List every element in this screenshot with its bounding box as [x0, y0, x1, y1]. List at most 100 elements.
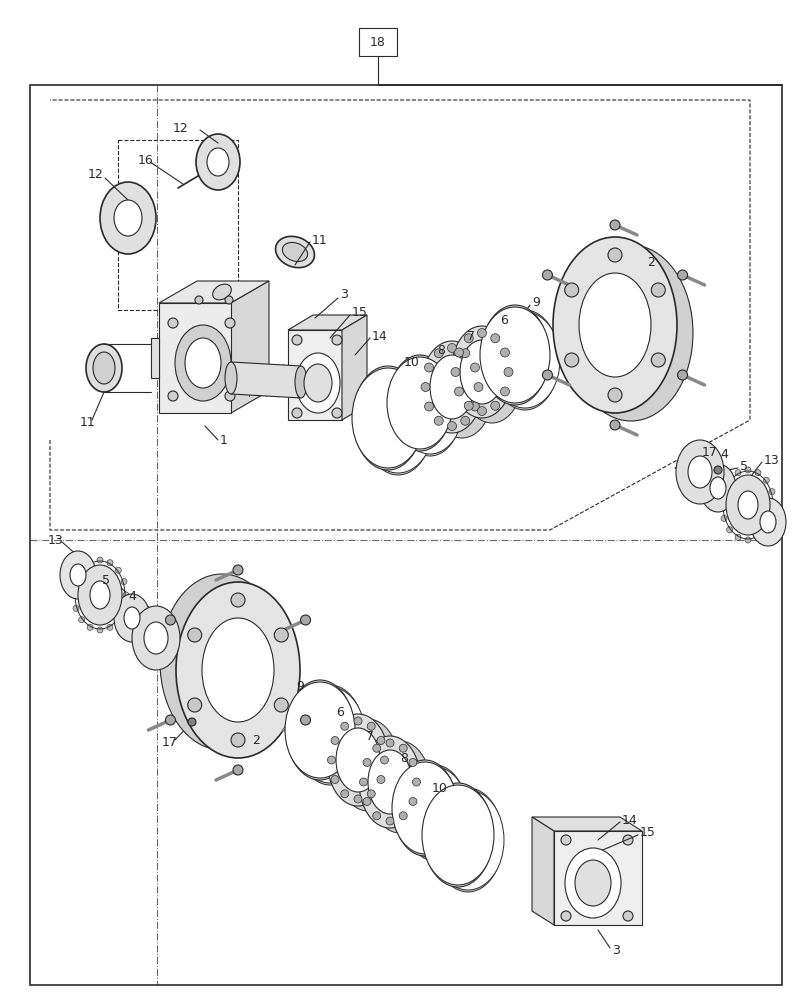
Ellipse shape: [387, 357, 453, 449]
Circle shape: [424, 363, 433, 372]
Ellipse shape: [393, 760, 457, 856]
Circle shape: [225, 296, 233, 304]
Ellipse shape: [70, 564, 86, 586]
Ellipse shape: [397, 362, 462, 454]
Text: 14: 14: [621, 814, 637, 826]
Ellipse shape: [749, 498, 785, 546]
Circle shape: [332, 335, 341, 345]
Circle shape: [500, 387, 508, 396]
Text: 3: 3: [611, 944, 619, 956]
Circle shape: [768, 489, 774, 495]
Circle shape: [477, 406, 486, 416]
Ellipse shape: [175, 325, 230, 401]
Circle shape: [424, 402, 433, 411]
Circle shape: [332, 408, 341, 418]
Circle shape: [542, 370, 551, 380]
Ellipse shape: [303, 364, 332, 402]
Circle shape: [762, 527, 769, 533]
Ellipse shape: [699, 464, 735, 512]
Circle shape: [121, 605, 127, 611]
Polygon shape: [288, 315, 367, 330]
Text: 16: 16: [138, 153, 153, 166]
Text: 10: 10: [431, 782, 448, 794]
Ellipse shape: [207, 148, 229, 176]
Circle shape: [225, 391, 234, 401]
Circle shape: [115, 617, 121, 623]
Circle shape: [376, 736, 384, 744]
Ellipse shape: [737, 491, 757, 519]
Ellipse shape: [353, 366, 423, 470]
Circle shape: [97, 557, 103, 563]
Ellipse shape: [461, 331, 522, 423]
Ellipse shape: [294, 366, 307, 398]
Ellipse shape: [132, 606, 180, 670]
Ellipse shape: [144, 622, 168, 654]
Circle shape: [376, 776, 384, 784]
Circle shape: [726, 477, 732, 483]
Circle shape: [367, 722, 375, 730]
Ellipse shape: [124, 607, 139, 629]
Ellipse shape: [687, 456, 711, 488]
Circle shape: [87, 624, 93, 630]
Ellipse shape: [212, 284, 231, 300]
Ellipse shape: [351, 368, 423, 468]
Ellipse shape: [296, 353, 340, 413]
Ellipse shape: [759, 511, 775, 533]
Ellipse shape: [574, 860, 610, 906]
Circle shape: [359, 778, 367, 786]
Circle shape: [97, 627, 103, 633]
Ellipse shape: [422, 785, 493, 885]
Circle shape: [490, 401, 499, 410]
Ellipse shape: [114, 200, 142, 236]
Circle shape: [504, 367, 513, 376]
Polygon shape: [159, 281, 268, 303]
Ellipse shape: [491, 310, 558, 410]
Circle shape: [609, 420, 620, 430]
Circle shape: [564, 283, 578, 297]
Circle shape: [477, 328, 486, 338]
Ellipse shape: [479, 307, 549, 403]
Polygon shape: [230, 281, 268, 413]
Text: 8: 8: [400, 752, 407, 764]
Ellipse shape: [60, 551, 96, 599]
Ellipse shape: [480, 305, 548, 405]
Circle shape: [650, 283, 664, 297]
Ellipse shape: [397, 360, 461, 456]
Bar: [118, 140, 238, 310]
Circle shape: [564, 353, 578, 367]
Polygon shape: [288, 330, 341, 420]
Text: 9: 9: [296, 680, 303, 692]
Ellipse shape: [725, 475, 769, 535]
Circle shape: [107, 560, 113, 566]
Text: 11: 11: [311, 233, 328, 246]
Circle shape: [447, 422, 456, 430]
Circle shape: [713, 466, 721, 474]
Circle shape: [73, 579, 79, 585]
Text: 17: 17: [162, 736, 178, 748]
Circle shape: [168, 318, 178, 328]
Polygon shape: [531, 817, 553, 925]
Ellipse shape: [363, 371, 432, 475]
Circle shape: [372, 744, 380, 752]
Circle shape: [399, 812, 407, 820]
Ellipse shape: [296, 685, 363, 785]
Text: 12: 12: [88, 168, 104, 182]
Ellipse shape: [285, 680, 354, 780]
Bar: [358, 28, 397, 56]
Ellipse shape: [114, 594, 150, 642]
Ellipse shape: [460, 340, 504, 404]
Text: 7: 7: [466, 330, 474, 342]
Polygon shape: [230, 362, 301, 398]
Ellipse shape: [100, 182, 156, 254]
Circle shape: [385, 817, 393, 825]
Circle shape: [300, 615, 310, 625]
Ellipse shape: [676, 440, 723, 504]
Ellipse shape: [388, 355, 452, 451]
Circle shape: [292, 335, 302, 345]
Circle shape: [726, 527, 732, 533]
Text: 15: 15: [639, 826, 655, 840]
Circle shape: [73, 605, 79, 611]
Ellipse shape: [176, 582, 299, 758]
Circle shape: [622, 835, 633, 845]
Circle shape: [200, 167, 210, 177]
